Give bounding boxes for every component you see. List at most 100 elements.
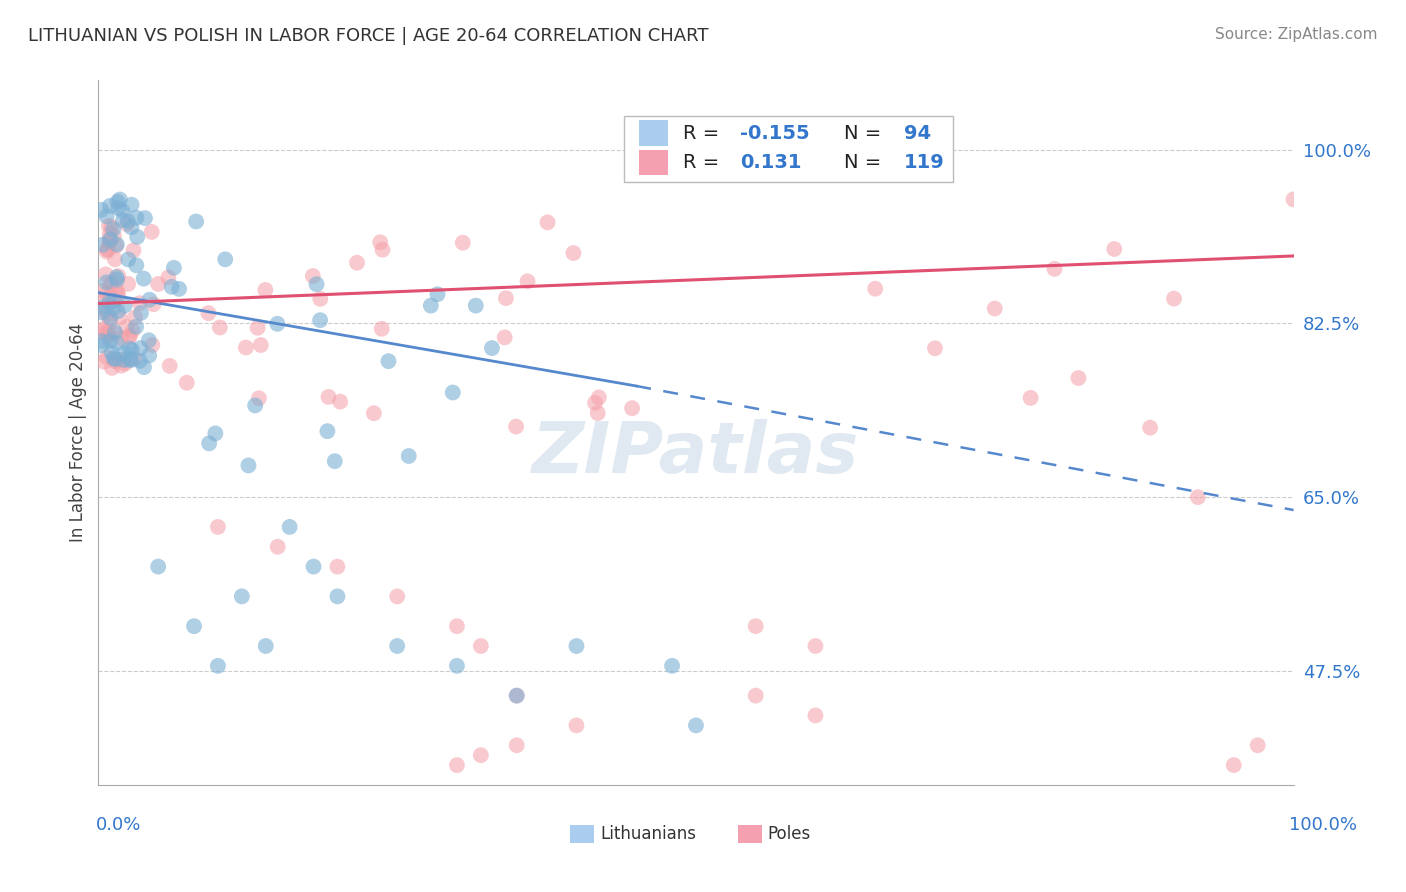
Point [984,301,1007,316]
Point [804,708,827,723]
Point [745,689,768,703]
Point [247,391,270,405]
Point [104,283,127,297]
Point [214,252,236,267]
Point [98,199,121,213]
Text: 0.0%: 0.0% [96,816,141,834]
Point [301,268,323,283]
Point [97,325,120,339]
Point [105,335,128,350]
Point [96,244,118,259]
Point [103,351,125,365]
Point [129,306,152,320]
Point [377,354,399,368]
Point [470,748,492,763]
Point [323,454,346,468]
Point [254,283,277,297]
Point [96,326,118,340]
Point [98,232,121,246]
Point [101,360,124,375]
Point [105,270,128,285]
Point [385,590,409,604]
Point [1163,292,1185,306]
Point [98,227,121,241]
Point [588,390,610,404]
Point [91,300,114,314]
Point [114,345,136,359]
Point [96,286,118,301]
Point [105,273,128,287]
Point [98,295,121,310]
Point [98,232,121,246]
Text: 100.0%: 100.0% [1289,816,1357,834]
Point [98,235,121,250]
Text: R =: R = [683,124,725,143]
Point [122,351,145,366]
Point [309,292,332,306]
Text: Source: ZipAtlas.com: Source: ZipAtlas.com [1215,27,1378,42]
Point [134,211,156,226]
Point [97,329,120,343]
Point [110,359,132,373]
Point [89,325,111,339]
Text: N =: N = [844,153,887,172]
Point [207,658,229,673]
Point [506,689,529,703]
Point [804,639,827,653]
Point [120,220,142,235]
Point [111,204,134,219]
Point [107,269,129,284]
Point [93,284,115,298]
Point [316,424,339,438]
Point [94,268,117,282]
Point [124,310,146,325]
Point [231,590,253,604]
Point [238,458,260,473]
Point [103,228,125,243]
Text: -0.155: -0.155 [740,124,810,143]
Point [305,277,328,292]
Point [110,352,132,367]
Point [583,396,606,410]
Point [107,304,129,318]
Point [506,689,529,703]
Point [685,718,707,732]
Point [125,258,148,272]
Point [198,436,221,450]
Bar [571,825,595,843]
Point [246,320,269,334]
Point [96,308,118,322]
Point [621,401,644,416]
Point [470,639,492,653]
Text: 0.131: 0.131 [740,153,801,172]
Point [107,285,129,300]
Point [1139,420,1161,434]
Point [586,406,609,420]
Point [114,357,136,371]
Point [249,338,271,352]
Point [562,246,585,260]
Point [1067,371,1090,385]
Point [371,322,394,336]
Point [107,194,129,209]
Point [346,256,368,270]
Point [167,282,190,296]
Point [565,639,588,653]
Point [141,338,163,352]
Bar [638,120,668,145]
Point [117,214,139,228]
Point [441,385,464,400]
Point [100,277,122,292]
Point [1282,193,1305,207]
Point [108,193,131,207]
Point [108,310,131,325]
Point [121,343,143,358]
Point [121,197,143,211]
Point [176,376,198,390]
Point [159,359,181,373]
Point [419,299,441,313]
Point [91,305,114,319]
Point [163,260,186,275]
Point [157,270,180,285]
Point [104,252,127,267]
